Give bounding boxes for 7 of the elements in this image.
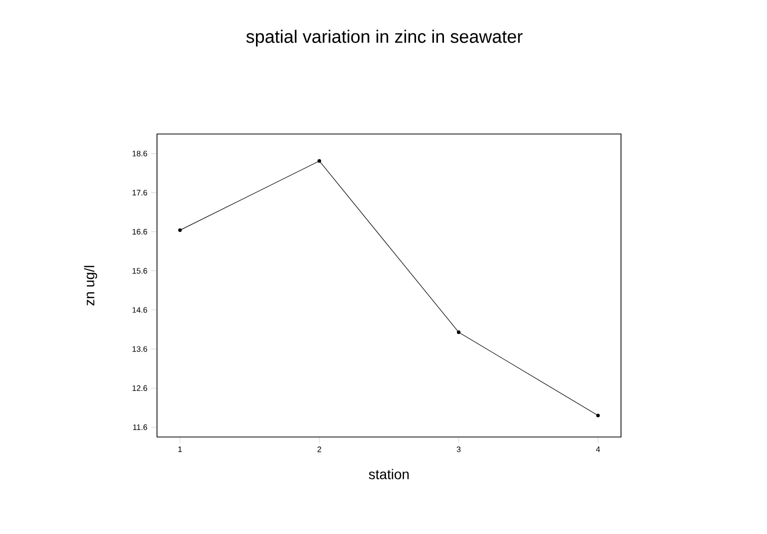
point bbox=[596, 414, 600, 418]
point bbox=[178, 228, 182, 232]
point bbox=[318, 159, 322, 163]
x-axis-title: station bbox=[368, 469, 409, 480]
y-axis-title: zn ug/l bbox=[84, 266, 98, 306]
point bbox=[456, 330, 460, 334]
chart-title: spatial variation in zinc in seawater bbox=[246, 30, 523, 46]
